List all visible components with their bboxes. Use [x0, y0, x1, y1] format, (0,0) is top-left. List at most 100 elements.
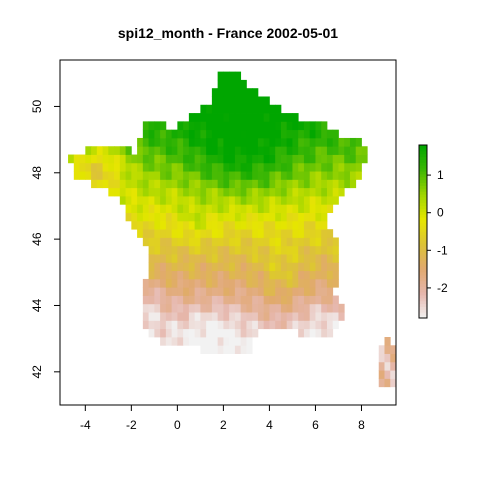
raster-cell — [338, 146, 345, 155]
raster-cell — [240, 345, 247, 354]
raster-cell — [217, 270, 224, 280]
raster-cell — [142, 146, 149, 155]
raster-cell — [165, 137, 173, 147]
raster-cell — [234, 237, 242, 247]
raster-cell — [165, 312, 173, 321]
raster-cell — [119, 146, 126, 155]
raster-cell — [361, 146, 368, 155]
raster-cell — [246, 129, 253, 139]
raster-cell — [257, 262, 265, 272]
legend-swatch — [419, 185, 427, 189]
raster-cell — [131, 204, 138, 213]
raster-cell — [194, 303, 201, 313]
raster-cell — [252, 154, 259, 164]
raster-cell — [188, 237, 196, 247]
raster-cell — [188, 129, 196, 139]
raster-cell — [240, 295, 247, 305]
raster-cell — [321, 129, 328, 139]
raster-cell — [148, 237, 155, 247]
raster-cell — [240, 137, 247, 147]
raster-cell — [229, 303, 236, 313]
raster-cell — [263, 278, 270, 288]
raster-cell — [384, 361, 391, 371]
raster-cell — [252, 96, 259, 106]
raster-cell — [246, 312, 253, 321]
raster-cell — [137, 196, 144, 205]
raster-cell — [286, 303, 293, 313]
raster-cell — [177, 137, 184, 147]
legend-swatch — [419, 306, 427, 310]
raster-cell — [257, 104, 265, 114]
legend-swatch — [419, 168, 427, 172]
raster-cell — [183, 328, 190, 338]
raster-cell — [252, 146, 259, 155]
map-title: spi12_month - France 2002-05-01 — [118, 25, 338, 41]
raster-cell — [355, 146, 362, 155]
raster-cell — [165, 245, 173, 255]
raster-cell — [275, 303, 282, 313]
raster-cell — [321, 162, 328, 172]
raster-cell — [142, 278, 149, 288]
raster-cell — [321, 196, 328, 205]
raster-cell — [148, 245, 155, 255]
raster-cell — [183, 237, 190, 247]
raster-cell — [303, 154, 311, 164]
raster-cell — [252, 113, 259, 122]
raster-cell — [200, 278, 207, 288]
raster-cell — [240, 171, 247, 180]
raster-cell — [177, 179, 184, 189]
raster-cell — [286, 245, 293, 255]
raster-cell — [332, 278, 339, 288]
raster-cell — [200, 129, 207, 139]
legend-swatch — [419, 248, 427, 253]
raster-cell — [269, 254, 276, 263]
raster-cell — [252, 220, 259, 230]
raster-cell — [326, 187, 334, 197]
raster-cell — [217, 154, 224, 164]
raster-cell — [200, 146, 207, 155]
raster-cell — [303, 171, 311, 180]
raster-cell — [229, 337, 236, 346]
raster-cell — [275, 212, 282, 222]
raster-cell — [355, 154, 362, 164]
raster-cell — [188, 220, 196, 230]
raster-cell — [217, 129, 224, 139]
raster-cell — [223, 196, 230, 205]
raster-cell — [160, 312, 167, 321]
raster-cell — [234, 146, 242, 155]
raster-cell — [165, 179, 173, 189]
raster-cell — [229, 154, 236, 164]
raster-cell — [315, 237, 322, 247]
raster-cell — [240, 312, 247, 321]
raster-cell — [275, 295, 282, 305]
raster-cell — [332, 154, 339, 164]
raster-cell — [165, 262, 173, 272]
raster-cell — [154, 220, 161, 230]
raster-cell — [194, 337, 201, 346]
raster-cell — [96, 179, 103, 189]
raster-cell — [194, 245, 201, 255]
legend-swatch — [419, 309, 427, 313]
raster-cell — [194, 204, 201, 213]
legend-swatch — [419, 194, 427, 198]
raster-cell — [211, 171, 219, 180]
raster-cell — [131, 162, 138, 172]
raster-cell — [240, 187, 247, 197]
raster-cell — [315, 196, 322, 205]
raster-cell — [269, 303, 276, 313]
raster-cell — [206, 104, 213, 114]
raster-cell — [240, 104, 247, 114]
raster-cell — [188, 154, 196, 164]
raster-cell — [269, 179, 276, 189]
raster-cell — [79, 171, 86, 180]
x-tick-label: 4 — [266, 418, 273, 432]
raster-cell — [240, 79, 247, 89]
raster-cell — [303, 146, 311, 155]
raster-cell — [217, 303, 224, 313]
raster-cell — [246, 137, 253, 147]
raster-cell — [384, 370, 391, 379]
raster-cell — [326, 245, 334, 255]
raster-cell — [142, 287, 149, 296]
raster-cell — [188, 295, 196, 305]
raster-cell — [223, 278, 230, 288]
